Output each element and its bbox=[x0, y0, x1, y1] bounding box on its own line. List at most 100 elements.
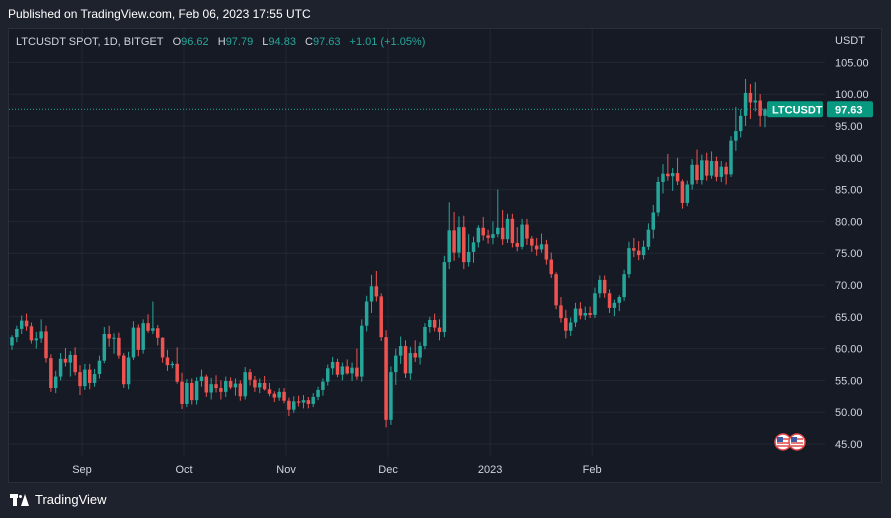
candle-body bbox=[316, 389, 320, 397]
x-tick-label: Nov bbox=[276, 464, 296, 476]
candle bbox=[651, 204, 656, 239]
candle-body bbox=[641, 246, 646, 256]
candle bbox=[189, 378, 194, 405]
y-tick-label: 100.00 bbox=[835, 89, 869, 101]
candle-body bbox=[326, 368, 330, 382]
candle-body bbox=[534, 245, 539, 250]
candle bbox=[520, 218, 524, 250]
candle-body bbox=[233, 383, 238, 388]
candle bbox=[199, 369, 204, 387]
candle-body bbox=[734, 131, 738, 141]
candle-body bbox=[228, 381, 233, 388]
candle bbox=[44, 325, 48, 363]
candle bbox=[549, 252, 553, 279]
candle bbox=[622, 269, 626, 301]
candle-body bbox=[685, 184, 690, 203]
candle bbox=[408, 346, 413, 380]
candle-body bbox=[549, 259, 553, 275]
y-tick-label: 105.00 bbox=[835, 57, 869, 69]
candle bbox=[92, 368, 97, 387]
y-tick-label: 60.00 bbox=[835, 344, 863, 356]
x-tick-label: Sep bbox=[72, 464, 92, 476]
candle bbox=[627, 241, 631, 279]
candle-body bbox=[656, 181, 660, 213]
candle bbox=[457, 216, 461, 258]
candle bbox=[442, 255, 447, 338]
candlestick-chart[interactable]: Sep Oct Nov Dec 2023 Feb 45.00 50.00 55.00 60.00… bbox=[9, 29, 882, 483]
candle-body bbox=[481, 227, 485, 236]
candle bbox=[238, 380, 243, 401]
candle bbox=[491, 221, 495, 245]
y-tick-label: 70.00 bbox=[835, 280, 863, 292]
candle bbox=[394, 348, 398, 385]
candle bbox=[330, 356, 335, 375]
legend-high: 97.79 bbox=[225, 36, 254, 48]
candle bbox=[612, 299, 617, 317]
candle-body bbox=[170, 363, 175, 366]
candle bbox=[602, 275, 607, 298]
us-flag-icon[interactable] bbox=[788, 433, 806, 451]
candle bbox=[296, 395, 301, 407]
candle bbox=[292, 396, 296, 413]
candle bbox=[258, 378, 262, 394]
candle-body bbox=[651, 212, 656, 230]
candle bbox=[666, 153, 670, 181]
candle-body bbox=[180, 381, 184, 404]
candle-body bbox=[112, 337, 116, 339]
candle-body bbox=[622, 274, 626, 298]
candle bbox=[379, 293, 383, 341]
candle bbox=[73, 347, 77, 376]
y-tick-label: 95.00 bbox=[835, 121, 863, 133]
candle bbox=[471, 236, 476, 263]
currency-label: USDT bbox=[835, 35, 865, 47]
candle-body bbox=[408, 353, 413, 374]
candle-body bbox=[389, 372, 393, 420]
candle-body bbox=[58, 358, 63, 377]
candle-body bbox=[496, 227, 500, 235]
candle-body bbox=[530, 238, 534, 246]
candle bbox=[428, 316, 432, 333]
candle-body bbox=[510, 218, 515, 244]
candle-body bbox=[466, 251, 471, 263]
candle-body bbox=[262, 382, 267, 390]
y-tick-label: 50.00 bbox=[835, 407, 863, 419]
candle-body bbox=[384, 337, 388, 420]
candle-body bbox=[491, 234, 495, 238]
candle bbox=[753, 82, 758, 112]
candle-body bbox=[617, 297, 622, 303]
candle-body bbox=[500, 227, 505, 240]
candle bbox=[151, 301, 155, 334]
candle-body bbox=[442, 262, 447, 333]
candle-body bbox=[763, 109, 767, 116]
candle-body bbox=[301, 400, 306, 403]
y-tick-label: 55.00 bbox=[835, 375, 863, 387]
candle bbox=[636, 241, 641, 261]
candle bbox=[661, 164, 665, 194]
candle bbox=[554, 272, 558, 310]
chart-legend: LTCUSDT SPOT, 1D, BITGET O96.62 H97.79 L… bbox=[16, 36, 425, 48]
candle-body bbox=[753, 100, 758, 103]
candle-body bbox=[209, 384, 213, 393]
footer[interactable]: TradingView bbox=[10, 492, 107, 507]
candle-body bbox=[258, 382, 262, 388]
candle bbox=[734, 106, 738, 151]
footer-brand: TradingView bbox=[35, 492, 107, 507]
candle-body bbox=[126, 357, 131, 385]
candle-body bbox=[515, 243, 519, 247]
candle-body bbox=[253, 379, 257, 388]
chart-panel[interactable]: Sep Oct Nov Dec 2023 Feb 45.00 50.00 55.00 60.00… bbox=[8, 28, 882, 483]
candle-body bbox=[165, 357, 170, 366]
candle bbox=[335, 358, 340, 378]
candle-body bbox=[19, 320, 24, 329]
us-flag-icon[interactable] bbox=[774, 433, 792, 451]
candle bbox=[112, 333, 116, 354]
candle bbox=[248, 368, 252, 386]
candle bbox=[515, 227, 519, 252]
candle bbox=[141, 319, 145, 354]
candle-body bbox=[612, 302, 617, 308]
candle-body bbox=[695, 164, 699, 181]
candle-body bbox=[238, 383, 243, 397]
candle bbox=[384, 330, 388, 428]
candle-body bbox=[568, 322, 573, 331]
candle bbox=[224, 376, 228, 397]
